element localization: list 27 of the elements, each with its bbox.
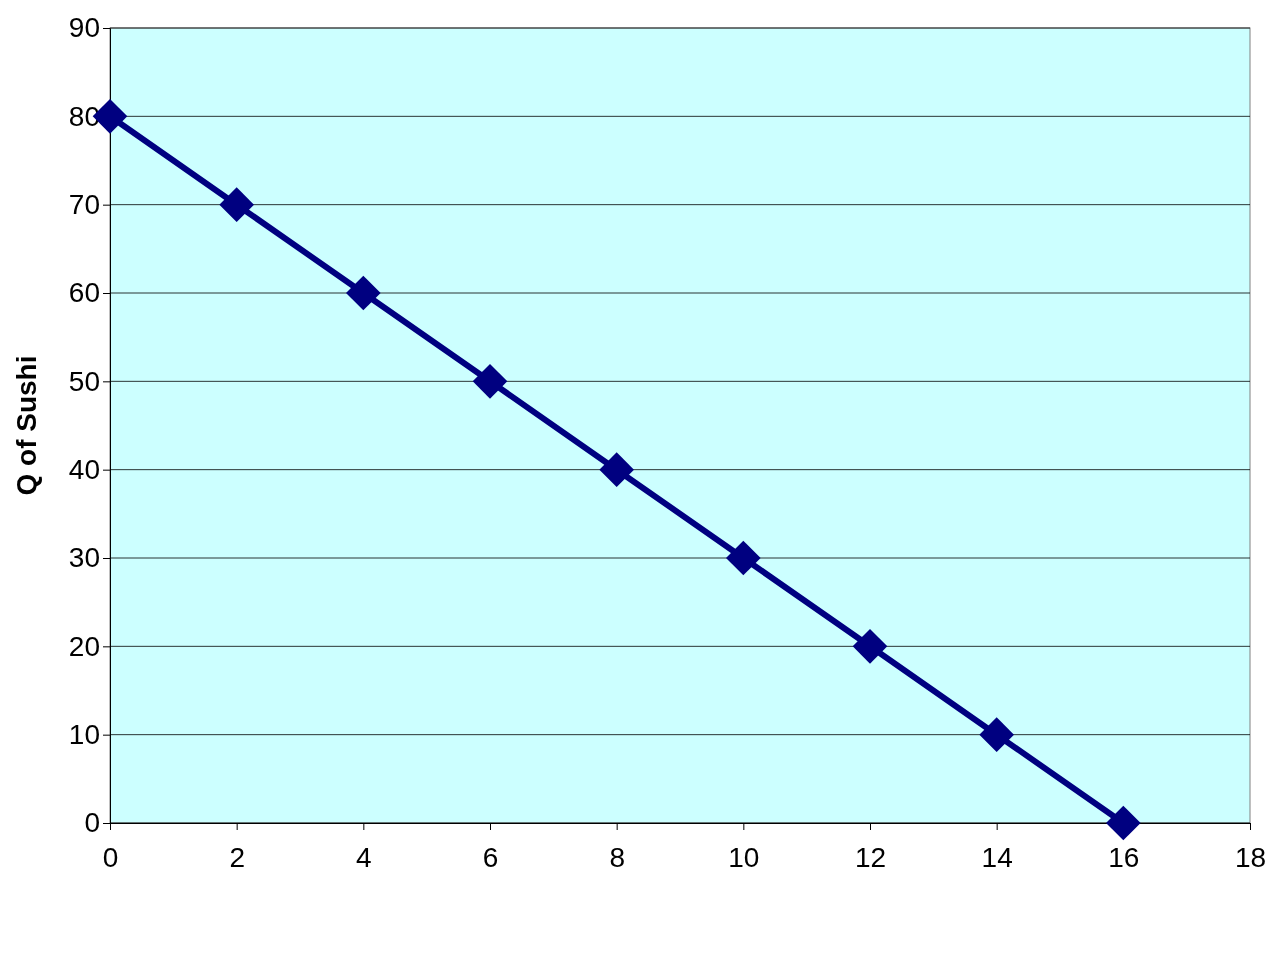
x-tick-label: 6 bbox=[482, 841, 499, 873]
y-tick-label: 10 bbox=[68, 719, 100, 751]
y-tick-label: 70 bbox=[68, 189, 100, 221]
x-tick-label: 10 bbox=[728, 841, 760, 873]
x-tick-label: 8 bbox=[609, 841, 625, 873]
point bbox=[979, 717, 1014, 752]
point bbox=[1106, 805, 1141, 841]
y-tick-label: 90 bbox=[68, 12, 100, 44]
point bbox=[599, 452, 634, 487]
y-axis-title: Q of Sushi bbox=[11, 355, 42, 496]
x-tick-label: 18 bbox=[1234, 841, 1267, 873]
point bbox=[346, 275, 381, 311]
point bbox=[726, 540, 761, 576]
point bbox=[219, 187, 254, 222]
point bbox=[852, 629, 888, 664]
y-tick-label: 40 bbox=[68, 454, 100, 486]
point bbox=[472, 364, 508, 399]
y-tick-label: 30 bbox=[68, 542, 100, 574]
x-tick-label: 4 bbox=[356, 841, 372, 873]
x-tick-label: 2 bbox=[229, 841, 245, 873]
y-tick-label: 20 bbox=[68, 630, 100, 662]
y-tick-label: 50 bbox=[68, 365, 100, 397]
y-tick-label: 0 bbox=[84, 807, 100, 839]
x-tick-label: 14 bbox=[981, 841, 1013, 873]
x-tick-label: 12 bbox=[854, 841, 887, 873]
y-tick-label: 60 bbox=[68, 277, 100, 309]
x-tick-label: 16 bbox=[1108, 841, 1140, 873]
